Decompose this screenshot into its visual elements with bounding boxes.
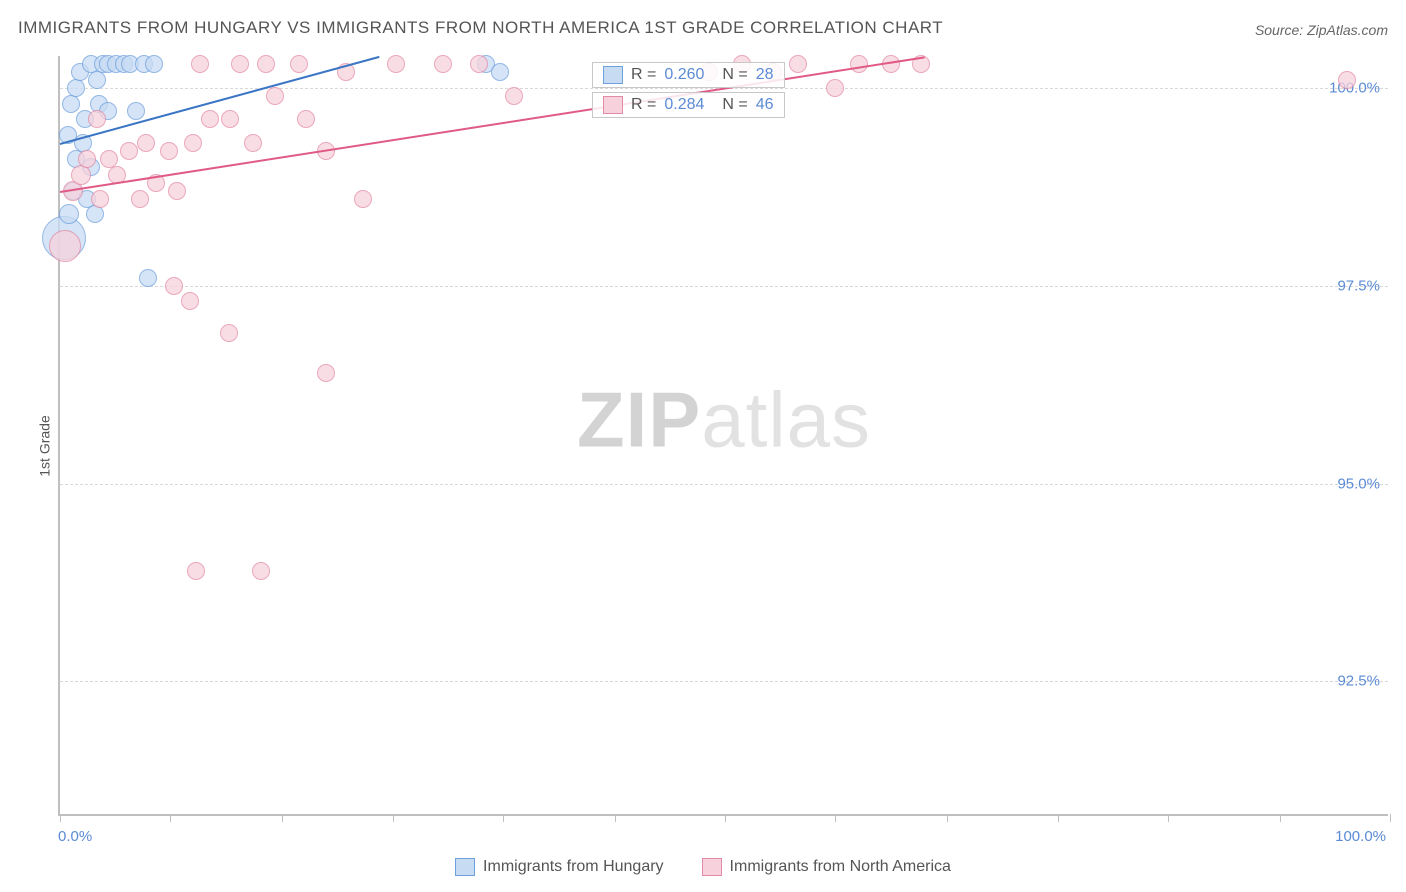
x-tick [60,814,61,822]
scatter-point [220,324,238,342]
scatter-point [88,110,106,128]
scatter-point [86,205,104,223]
scatter-point [67,79,85,97]
scatter-point [491,63,509,81]
scatter-point [221,110,239,128]
gridline-horizontal [60,681,1388,682]
r-label: R = [631,66,656,84]
scatter-point [297,110,315,128]
scatter-point [244,134,262,152]
n-label: N = [722,66,747,84]
x-tick [835,814,836,822]
scatter-point [145,55,163,73]
scatter-point [127,102,145,120]
x-tick [282,814,283,822]
scatter-plot-area: ZIPatlas 92.5%95.0%97.5%100.0%R =0.260N … [58,56,1388,816]
stats-swatch [603,66,623,84]
y-tick-label: 97.5% [1337,277,1380,294]
stats-swatch [603,96,623,114]
x-tick [1058,814,1059,822]
y-tick-label: 92.5% [1337,673,1380,690]
y-axis-label: 1st Grade [37,415,53,476]
source-attribution: Source: ZipAtlas.com [1255,22,1388,38]
scatter-point [160,142,178,160]
x-tick [170,814,171,822]
scatter-point [266,87,284,105]
legend-item-north-america: Immigrants from North America [702,858,951,876]
scatter-point [71,165,91,185]
x-tick [1390,814,1391,822]
gridline-horizontal [60,286,1388,287]
bottom-legend: Immigrants from Hungary Immigrants from … [0,858,1406,876]
scatter-point [252,562,270,580]
r-value: 0.260 [664,66,704,84]
scatter-point [187,562,205,580]
y-tick-label: 95.0% [1337,475,1380,492]
x-tick [393,814,394,822]
scatter-point [789,55,807,73]
legend-item-hungary: Immigrants from Hungary [455,858,664,876]
scatter-point [49,230,81,262]
scatter-point [91,190,109,208]
legend-label-north-america: Immigrants from North America [730,858,951,876]
x-tick [1280,814,1281,822]
scatter-point [59,204,79,224]
legend-swatch-hungary [455,858,475,876]
x-tick [503,814,504,822]
chart-title: IMMIGRANTS FROM HUNGARY VS IMMIGRANTS FR… [18,18,943,38]
scatter-point [505,87,523,105]
scatter-point [181,292,199,310]
scatter-point [184,134,202,152]
scatter-point [88,71,106,89]
scatter-point [257,55,275,73]
scatter-point [120,142,138,160]
x-axis-max-label: 100.0% [1335,828,1386,845]
x-tick [947,814,948,822]
scatter-point [317,364,335,382]
scatter-point [354,190,372,208]
watermark-logo: ZIPatlas [577,374,871,465]
n-value: 28 [756,66,774,84]
scatter-point [191,55,209,73]
scatter-point [201,110,219,128]
r-label: R = [631,96,656,114]
scatter-point [62,95,80,113]
correlation-stats-box: R = 0.284 N = 46 [592,92,785,118]
scatter-point [290,55,308,73]
scatter-point [165,277,183,295]
scatter-point [78,150,96,168]
n-value: 46 [756,96,774,114]
scatter-point [168,182,186,200]
scatter-point [131,190,149,208]
n-label: N = [722,96,747,114]
scatter-point [434,55,452,73]
legend-label-hungary: Immigrants from Hungary [483,858,664,876]
correlation-stats-box: R = 0.260 N = 28 [592,62,785,88]
legend-swatch-north-america [702,858,722,876]
gridline-horizontal [60,484,1388,485]
x-tick [725,814,726,822]
scatter-point [139,269,157,287]
scatter-point [470,55,488,73]
watermark-bold: ZIP [577,375,701,463]
x-axis-min-label: 0.0% [58,828,92,845]
x-tick [1168,814,1169,822]
scatter-point [387,55,405,73]
r-value: 0.284 [664,96,704,114]
x-tick [615,814,616,822]
scatter-point [826,79,844,97]
scatter-point [1338,71,1356,89]
watermark-light: atlas [701,375,871,463]
scatter-point [231,55,249,73]
scatter-point [137,134,155,152]
scatter-point [850,55,868,73]
